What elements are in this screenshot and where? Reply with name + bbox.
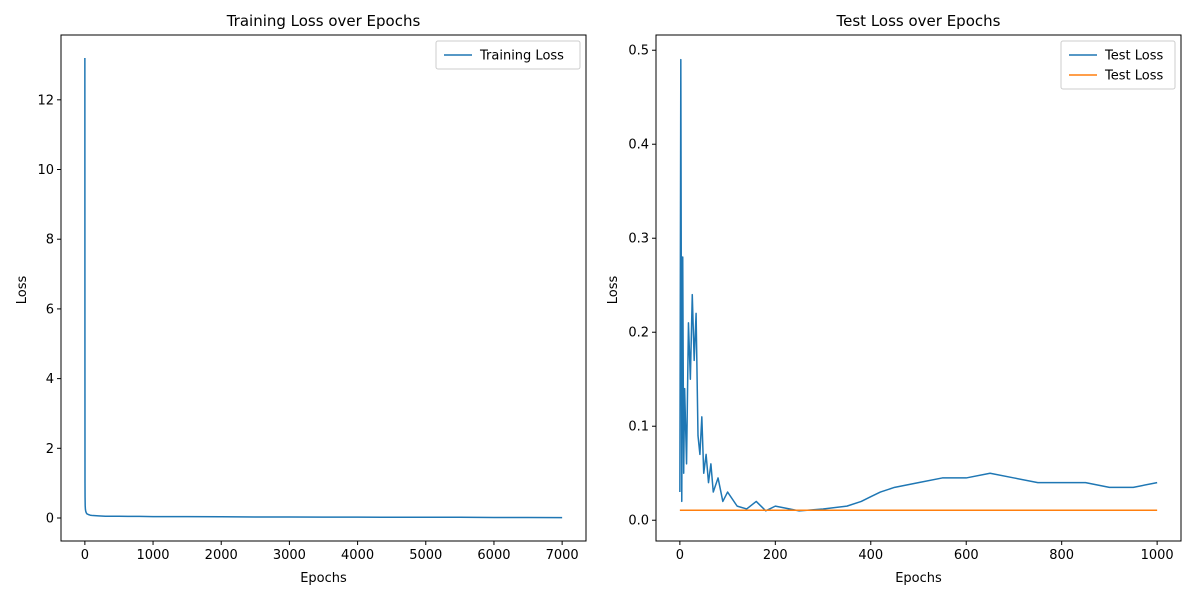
chart-title: Training Loss over Epochs bbox=[226, 12, 421, 30]
legend-box bbox=[1060, 40, 1176, 90]
legend-box bbox=[435, 40, 581, 70]
series-line-0 bbox=[84, 57, 563, 519]
x-tick-label: 400 bbox=[858, 548, 883, 563]
legend-entry-label: Test Loss bbox=[1104, 69, 1163, 84]
training-loss-chart: Training Loss over Epochs 0 1000 2000 3000 4… bbox=[15, 12, 587, 586]
legend: Training Loss bbox=[435, 40, 581, 70]
y-tick-label: 0.4 bbox=[628, 138, 649, 153]
y-tick-label: 10 bbox=[37, 163, 54, 178]
x-axis-label: Epochs bbox=[300, 571, 347, 586]
x-tick-label: 1000 bbox=[136, 548, 169, 563]
test-loss-chart: Test Loss over Epochs 0 200 400 600 800 10000… bbox=[606, 12, 1182, 586]
x-tick-label: 7000 bbox=[546, 548, 579, 563]
axes-frame bbox=[655, 34, 1182, 542]
x-tick-label: 0 bbox=[676, 548, 684, 563]
y-tick-label: 0.2 bbox=[628, 326, 649, 341]
chart-title: Test Loss over Epochs bbox=[836, 12, 1001, 30]
y-tick-label: 0.1 bbox=[628, 420, 649, 435]
x-tick-label: 200 bbox=[763, 548, 788, 563]
x-tick-label: 800 bbox=[1049, 548, 1074, 563]
series-line-0 bbox=[679, 58, 1158, 512]
axes-frame bbox=[60, 34, 587, 542]
legend: Test Loss Test Loss bbox=[1060, 40, 1176, 90]
x-tick-label: 6000 bbox=[477, 548, 510, 563]
y-tick-label: 8 bbox=[46, 233, 54, 248]
x-tick-label: 5000 bbox=[409, 548, 442, 563]
y-axis-label: Loss bbox=[15, 276, 30, 305]
y-tick-label: 2 bbox=[46, 442, 54, 457]
x-tick-label: 0 bbox=[81, 548, 89, 563]
x-tick-label: 1000 bbox=[1141, 548, 1174, 563]
x-tick-label: 2000 bbox=[205, 548, 238, 563]
y-tick-label: 0.3 bbox=[628, 232, 649, 247]
y-tick-label: 0.5 bbox=[628, 44, 649, 59]
legend-entry-label: Test Loss bbox=[1104, 49, 1163, 64]
legend-entry-label: Training Loss bbox=[479, 49, 564, 64]
x-tick-label: 4000 bbox=[341, 548, 374, 563]
y-tick-label: 4 bbox=[46, 372, 54, 387]
x-axis-label: Epochs bbox=[895, 571, 942, 586]
plot-area: 0 1000 2000 3000 4000 5000 6000 7000 0 2 4 6 8 10 12 Tr… bbox=[37, 34, 587, 563]
plot-area: 0 200 400 600 800 1000 0.0 0.1 0.2 0.3 0.4 0.5 Test … bbox=[628, 34, 1182, 563]
x-tick-label: 3000 bbox=[273, 548, 306, 563]
y-tick-label: 0 bbox=[46, 512, 54, 527]
y-tick-label: 12 bbox=[37, 93, 54, 108]
y-tick-label: 6 bbox=[46, 302, 54, 317]
y-tick-label: 0.0 bbox=[628, 514, 649, 529]
y-axis-label: Loss bbox=[606, 276, 621, 305]
x-tick-label: 600 bbox=[954, 548, 979, 563]
